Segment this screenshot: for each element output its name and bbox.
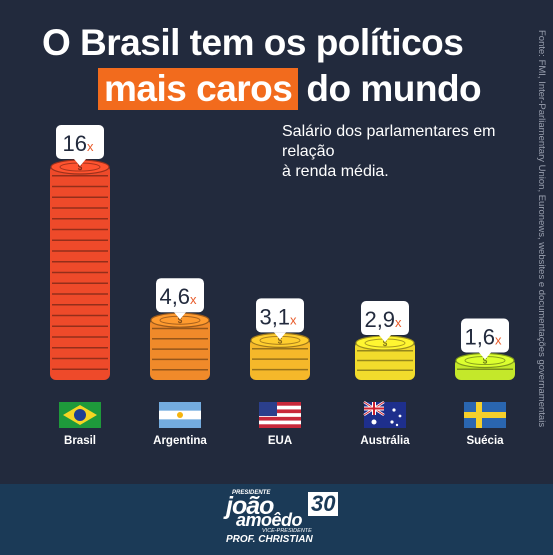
data-label-2: 3,1x bbox=[259, 304, 297, 329]
value-bubble-3 bbox=[361, 301, 409, 336]
logo-name-2: amoêdo bbox=[236, 510, 303, 530]
bubble-pointer-4 bbox=[479, 352, 491, 360]
category-label-2: EUA bbox=[268, 435, 292, 447]
data-label-4: 1,6x bbox=[464, 325, 502, 350]
category-label-0: Brasil bbox=[64, 435, 96, 447]
title-line-2: mais caros do mundo bbox=[98, 68, 482, 110]
data-label-3: 2,9x bbox=[364, 307, 402, 332]
coin-stack-chart: $16x Brasil $4,6x Argentina $3,1x EUA $2,9x Aus… bbox=[50, 125, 515, 447]
bubble-pointer-3 bbox=[379, 335, 391, 343]
category-label-3: Austrália bbox=[360, 435, 410, 447]
coin-symbol-3: $ bbox=[383, 339, 388, 348]
campaign-logo: PRESIDENTE joão 30 amoêdo VICE-PRESIDENT… bbox=[222, 490, 362, 550]
title-line-1: O Brasil tem os políticos bbox=[42, 22, 464, 63]
title-highlight: mais caros bbox=[98, 68, 299, 110]
australia-flag-icon bbox=[363, 400, 406, 428]
value-bubble-4 bbox=[461, 318, 509, 353]
category-label-4: Suécia bbox=[466, 435, 504, 447]
argentina-flag-icon bbox=[159, 402, 201, 428]
coin-symbol-0: $ bbox=[78, 163, 83, 172]
value-bubble-0 bbox=[56, 125, 104, 159]
vice-label: VICE-PRESIDENTE bbox=[262, 528, 312, 534]
data-label-0: 16x bbox=[63, 131, 94, 156]
coin-symbol-4: $ bbox=[483, 357, 488, 366]
value-bubble-1 bbox=[156, 278, 204, 313]
logo-name-1: joão bbox=[226, 492, 274, 520]
subtitle-line-2: à renda média. bbox=[282, 163, 389, 180]
bubble-pointer-0 bbox=[74, 159, 86, 166]
president-label: PRESIDENTE bbox=[232, 490, 271, 496]
usa-flag-icon bbox=[259, 402, 301, 428]
value-bubble-2 bbox=[256, 298, 304, 333]
coin-symbol-1: $ bbox=[178, 316, 183, 325]
category-label-1: Argentina bbox=[153, 435, 207, 447]
source-note: Fonte: FMI, Inter-Parliamentary Union, E… bbox=[536, 30, 547, 428]
subtitle-line-1: Salário dos parlamentares em relação bbox=[282, 123, 496, 160]
brazil-flag-icon bbox=[59, 402, 101, 428]
coin-symbol-2: $ bbox=[278, 336, 283, 345]
bubble-pointer-2 bbox=[274, 332, 286, 340]
vice-name: PROF. CHRISTIAN bbox=[226, 534, 313, 545]
footer-bar: PRESIDENTE joão 30 amoêdo VICE-PRESIDENT… bbox=[0, 484, 553, 555]
subtitle: Salário dos parlamentares em relação à r… bbox=[282, 122, 522, 182]
title-rest: do mundo bbox=[306, 68, 482, 109]
bubble-pointer-1 bbox=[174, 312, 186, 320]
logo-number: 30 bbox=[308, 492, 339, 516]
sweden-flag-icon bbox=[464, 402, 506, 428]
data-label-1: 4,6x bbox=[159, 284, 197, 309]
